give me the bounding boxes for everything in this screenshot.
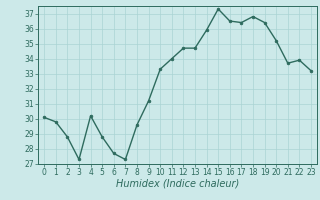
X-axis label: Humidex (Indice chaleur): Humidex (Indice chaleur) <box>116 179 239 189</box>
